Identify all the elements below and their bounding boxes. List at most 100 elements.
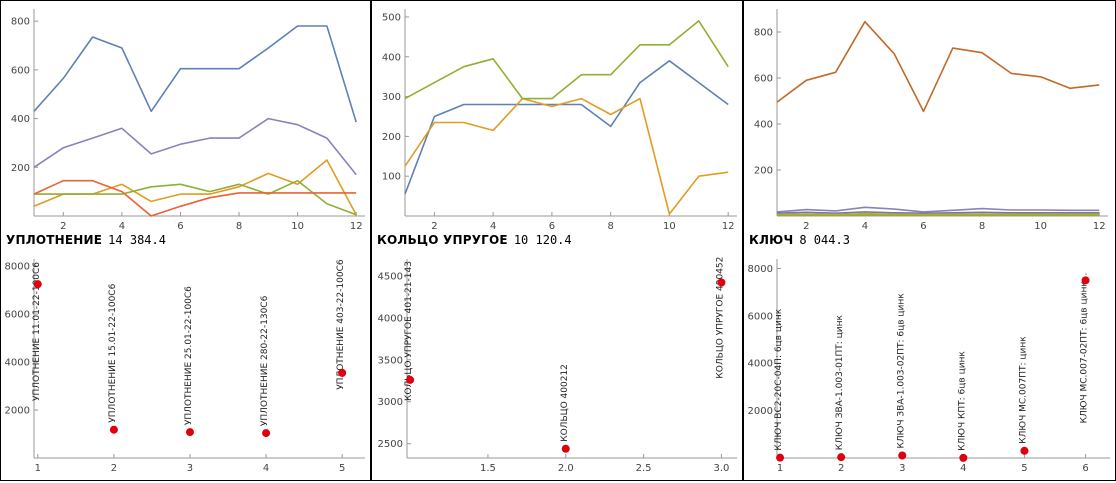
y-tick-label: 3000 [378,397,403,408]
scatter-chart-uplotnenie: 1 2 3 4 5 2000 4000 6000 8000 УПЛОТНЕНИЕ 11.01-22… [5,259,365,474]
x-tick-label: 2 [838,463,844,474]
x-tick-label: 8 [979,221,985,231]
data-point [406,375,415,384]
x-tick-label: 8 [607,221,613,231]
series-line-3 [404,20,729,100]
y-tick-label: 2000 [5,406,30,417]
y-tick-label: 200 [11,163,30,174]
x-tick-label: 8 [236,221,242,231]
x-tick-label: 6 [549,221,555,231]
point-label: КОЛЬЦО УПРУГОЕ 401-21-143 [404,261,414,401]
scatter-chart-klyuch: 1 2 3 4 5 6 2000 4000 6000 8000 КЛЮЧ ВС2-20С-04П: … [748,259,1110,474]
y-tick-label: 4500 [378,271,403,282]
point-label: УПЛОТНЕНИЕ 280-22-130C6 [260,295,270,426]
x-tick-label: 5 [339,463,345,474]
series-line-1 [33,25,357,123]
y-tick-label: 8000 [748,264,773,275]
x-tick-label: 6 [177,221,183,231]
group-title: КОЛЬЦО УПРУГОЕ 10 120.4 [377,233,572,247]
group-name: КЛЮЧ [749,233,794,247]
data-point [109,425,118,434]
data-point [717,278,726,287]
panel-uplotnenie: 2 4 6 8 10 12 200 400 600 800 УПЛОТНЕНИЕ 14 384.4 … [0,0,371,481]
line-chart-uplotnenie: 2 4 6 8 10 12 200 400 600 800 [11,9,365,231]
point-label: КЛЮЧ КПТ: 6цв цинк [957,351,967,451]
y-tick-label: 400 [382,52,401,63]
x-tick-label: 10 [291,221,304,231]
point-label: УПЛОТНЕНИЕ 15.01-22-100C6 [108,283,118,422]
x-tick-label: 1 [777,463,783,474]
point-label: КЛЮЧ ВС2-20С-04П: 6цв цинк [774,308,784,450]
x-tick-label: 2 [60,221,66,231]
data-point [262,429,271,438]
x-tick-label: 12 [722,221,735,231]
y-tick-label: 500 [382,12,401,23]
point-label: КЛЮЧ ЗВА-1.003-01ПТ: цинк [835,314,845,450]
data-point [837,453,846,462]
series-line-2 [776,206,1100,213]
group-total: 8 044.3 [799,233,850,247]
point-label: КОЛЬЦО 400212 [560,364,570,442]
data-point [561,444,570,453]
y-tick-label: 4000 [5,358,30,369]
series-line-3 [776,211,1100,214]
x-tick-label: 12 [1093,221,1106,231]
x-tick-label: 2.5 [636,463,652,474]
series-line-1 [404,59,729,195]
x-tick-label: 6 [1082,463,1088,474]
series-line-4 [34,179,357,216]
data-point [33,280,42,289]
x-tick-label: 12 [350,221,363,231]
x-tick-label: 1 [35,463,41,474]
group-name: КОЛЬЦО УПРУГОЕ [377,233,508,247]
y-tick-label: 600 [11,65,30,76]
x-tick-label: 2 [111,463,117,474]
series-line-1 [776,20,1100,113]
data-point [1081,276,1090,285]
x-tick-label: 4 [862,221,868,231]
x-tick-label: 3.0 [713,463,729,474]
y-tick-label: 200 [754,166,773,177]
y-tick-label: 2000 [748,406,773,417]
group-total: 14 384.4 [108,233,166,247]
y-tick-label: 3500 [378,355,403,366]
series-line-2 [404,97,729,215]
group-title: УПЛОТНЕНИЕ 14 384.4 [6,233,166,247]
x-tick-label: 10 [663,221,676,231]
y-tick-label: 400 [754,120,773,131]
group-title: КЛЮЧ 8 044.3 [749,233,850,247]
x-tick-label: 10 [1034,221,1047,231]
line-chart-koltso: 2 4 6 8 10 12 100 200 300 400 500 [382,9,737,231]
x-tick-label: 4 [119,221,125,231]
group-total: 10 120.4 [513,233,572,247]
data-point [1020,446,1029,455]
series-line-5 [33,179,357,217]
point-label: УПЛОТНЕНИЕ 25.01-22-100C6 [184,286,194,425]
x-tick-label: 4 [490,221,496,231]
data-point [898,451,907,460]
x-tick-label: 5 [1021,463,1027,474]
y-tick-label: 6000 [748,311,773,322]
point-label: КЛЮЧ ЗВА-1.003-02ПТ: 6цв цинк [896,293,906,449]
y-tick-label: 600 [754,74,773,85]
point-label: КЛЮЧ МС.007ПТ: цинк [1019,336,1029,444]
panel-koltso: 2 4 6 8 10 12 100 200 300 400 500 КОЛЬЦО УПРУГОЕ 10… [371,0,743,481]
point-label: КОЛЬЦО УПРУГОЕ 400452 [715,257,725,379]
x-tick-label: 2 [431,221,437,231]
y-tick-label: 800 [11,17,30,28]
group-name: УПЛОТНЕНИЕ [6,233,103,247]
y-tick-label: 100 [382,172,401,183]
point-label: КЛЮЧ МС.007-02ПТ: 6цв цинк... [1080,273,1090,424]
y-tick-label: 4000 [378,313,403,324]
y-tick-label: 400 [11,114,30,125]
series-line-4 [776,212,1100,216]
data-point [185,428,194,437]
x-tick-label: 1.5 [480,463,496,474]
series-line-2 [33,117,357,176]
data-point [338,368,347,377]
x-tick-label: 3 [187,463,193,474]
y-tick-label: 4000 [748,359,773,370]
y-tick-label: 8000 [5,262,30,273]
